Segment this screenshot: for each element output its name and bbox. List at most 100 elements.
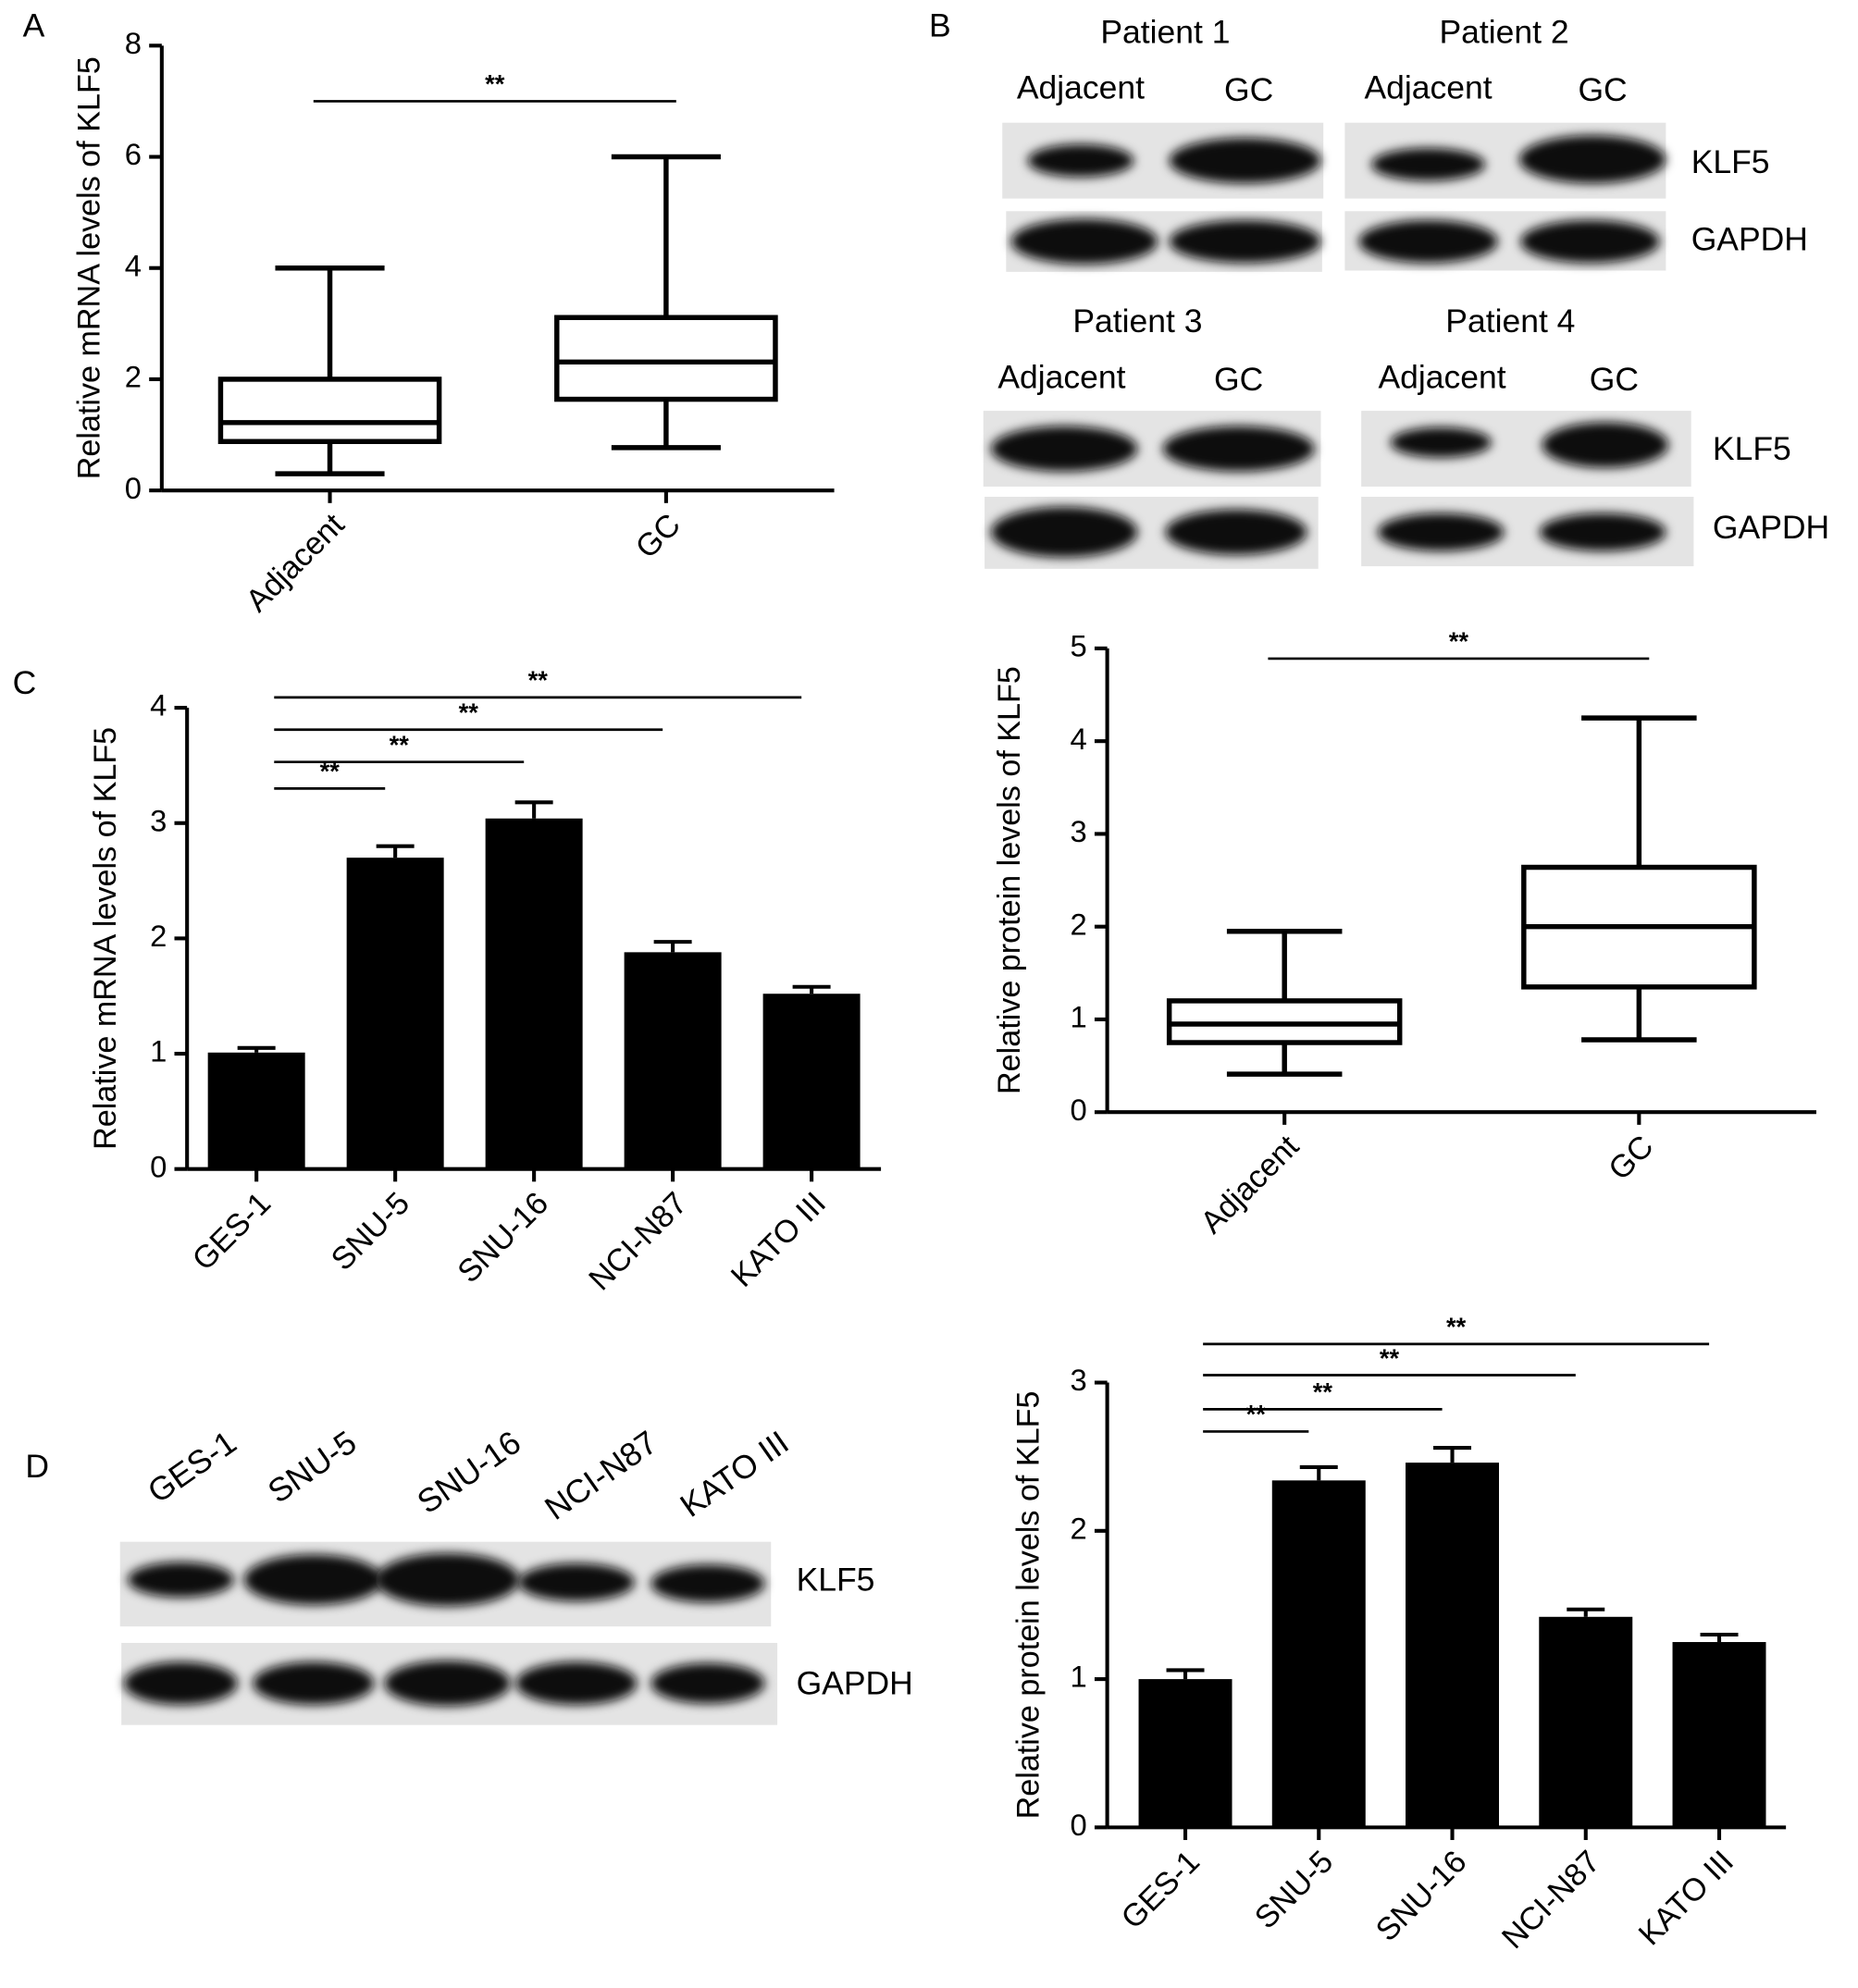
y-tick-label: 2 [150, 919, 167, 953]
y-axis-label: Relative mRNA levels of KLF5 [71, 56, 106, 479]
blot-band [650, 1662, 765, 1704]
significance-label: ** [485, 69, 505, 98]
blot-band [1539, 512, 1666, 551]
blot-band [1169, 138, 1321, 184]
blot-title: Patient 2 [1439, 13, 1568, 50]
significance-label: ** [459, 698, 479, 727]
bar [485, 818, 583, 1169]
blot-band [1010, 218, 1158, 265]
y-tick-label: 5 [1071, 629, 1087, 663]
lane-label: NCI-N87 [538, 1424, 663, 1527]
y-tick-label: 1 [1071, 1660, 1087, 1694]
blot-band [1520, 219, 1660, 264]
significance-label: ** [320, 757, 341, 785]
blot-band [1027, 143, 1134, 178]
x-tick-label: SNU-16 [451, 1186, 555, 1290]
row-label: GAPDH [797, 1665, 913, 1702]
panel-label: C [13, 664, 37, 701]
y-tick-label: 3 [1071, 814, 1087, 848]
y-axis-label: Relative protein levels of KLF5 [992, 666, 1027, 1094]
bar [346, 858, 444, 1169]
blot-title: Patient 1 [1100, 13, 1230, 50]
bar [207, 1052, 305, 1169]
x-tick-label: NCI-N87 [1495, 1844, 1607, 1956]
bar [1539, 1616, 1633, 1828]
lane-label: GC [1214, 361, 1263, 398]
blot-band [518, 1562, 635, 1601]
blot-band [1371, 147, 1486, 181]
lane-label: GC [1590, 361, 1639, 398]
y-tick-label: 2 [1071, 907, 1087, 941]
bar [762, 994, 861, 1169]
panel-label: B [929, 7, 951, 44]
lane-label: Adjacent [1017, 69, 1145, 106]
blot-band [1518, 135, 1666, 184]
y-tick-label: 4 [1071, 722, 1087, 756]
significance-label: ** [1446, 1313, 1467, 1341]
blot-band [990, 506, 1138, 558]
bar [1672, 1642, 1766, 1828]
y-tick-label: 0 [150, 1149, 167, 1183]
blot-band [650, 1564, 765, 1603]
significance-label: ** [1449, 627, 1469, 656]
bar [1406, 1463, 1500, 1828]
row-label: GAPDH [1691, 220, 1808, 257]
x-tick-label: Adjacent [240, 507, 352, 619]
y-tick-label: 2 [1071, 1511, 1087, 1545]
x-tick-label: Adjacent [1194, 1129, 1306, 1241]
blot-band [243, 1554, 383, 1605]
row-label: KLF5 [1691, 143, 1770, 180]
y-tick-label: 8 [125, 26, 142, 60]
lane-label: SNU-16 [411, 1424, 527, 1521]
lane-label: Adjacent [1379, 358, 1506, 395]
row-label: KLF5 [797, 1562, 875, 1599]
y-tick-label: 0 [1071, 1093, 1087, 1127]
x-tick-label: GC [629, 507, 687, 565]
y-tick-label: 4 [150, 688, 167, 722]
bar [1271, 1480, 1366, 1828]
blot-band [515, 1661, 638, 1705]
blot-band [123, 1661, 238, 1705]
lane-label: KATO III [674, 1424, 796, 1525]
x-tick-label: SNU-5 [325, 1186, 416, 1278]
significance-label: ** [390, 731, 410, 759]
x-tick-label: NCI-N87 [582, 1186, 694, 1298]
x-tick-label: KATO III [1632, 1844, 1740, 1952]
row-label: GAPDH [1713, 509, 1829, 546]
y-tick-label: 2 [125, 360, 142, 394]
lane-label: GES-1 [141, 1424, 242, 1511]
y-tick-label: 1 [1071, 1000, 1087, 1034]
x-tick-label: GES-1 [1115, 1844, 1207, 1935]
row-label: KLF5 [1713, 430, 1791, 467]
y-tick-label: 1 [150, 1034, 167, 1068]
lane-label: GC [1578, 71, 1627, 108]
blot-band [253, 1661, 375, 1705]
y-tick-label: 4 [125, 248, 142, 282]
x-tick-label: GC [1602, 1129, 1660, 1187]
lane-label: GC [1224, 71, 1273, 108]
blot-band [375, 1552, 520, 1607]
y-tick-label: 0 [125, 471, 142, 505]
box [217, 377, 442, 444]
blot-title: Patient 4 [1445, 303, 1575, 340]
blot-band [1390, 426, 1492, 458]
x-tick-label: GES-1 [186, 1186, 278, 1278]
significance-label: ** [1380, 1343, 1400, 1372]
bar [624, 952, 722, 1169]
bar [1138, 1679, 1232, 1828]
lane-label: Adjacent [997, 358, 1125, 395]
blot-band [1358, 219, 1498, 264]
lane-label: SNU-5 [261, 1424, 363, 1511]
blot-band [384, 1661, 511, 1707]
y-tick-label: 3 [1071, 1363, 1087, 1397]
y-tick-label: 3 [150, 803, 167, 837]
box [554, 315, 778, 402]
significance-label: ** [1246, 1400, 1267, 1428]
y-axis-label: Relative mRNA levels of KLF5 [88, 727, 123, 1150]
blot-band [1542, 422, 1669, 468]
y-axis-label: Relative protein levels of KLF5 [1010, 1391, 1046, 1820]
blot-band [990, 426, 1138, 472]
significance-label: ** [1313, 1377, 1333, 1406]
x-tick-label: SNU-16 [1369, 1844, 1474, 1948]
